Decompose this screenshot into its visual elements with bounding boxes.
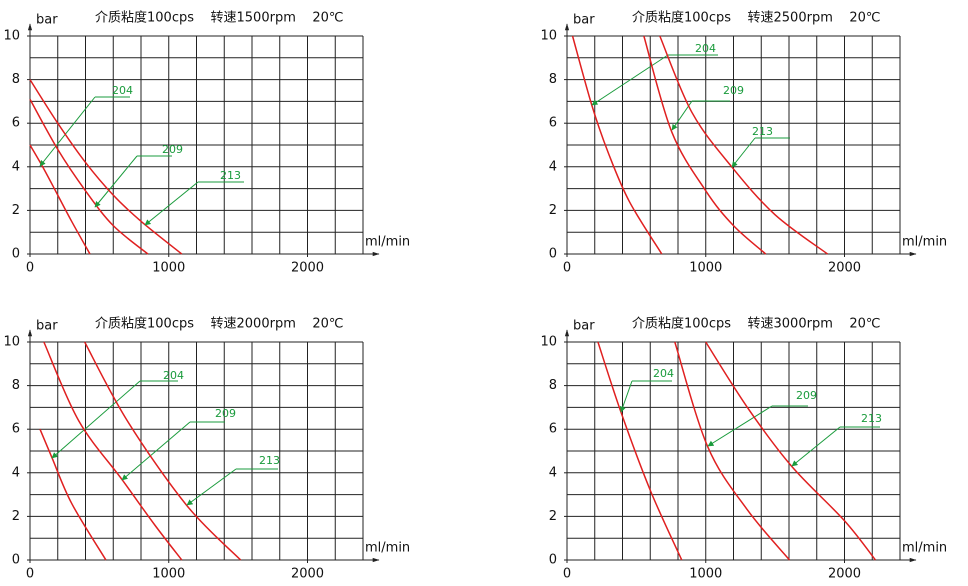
label-leader: [591, 54, 669, 106]
x-axis-label: ml/min: [902, 235, 947, 250]
y-tick-label: 4: [12, 159, 20, 174]
y-tick-label: 0: [549, 247, 557, 262]
series-label: 213: [752, 125, 773, 138]
chart-title: 介质粘度100cps 转速1500rpm 20℃: [95, 10, 344, 26]
y-tick-label: 8: [12, 72, 20, 87]
y-tick-label: 0: [549, 553, 557, 568]
series-label: 209: [215, 407, 236, 420]
curve: [84, 341, 242, 561]
label-leader: [121, 421, 191, 481]
y-tick-label: 0: [12, 247, 20, 262]
x-tick-label: 0: [563, 261, 571, 276]
x-tick-label: 0: [26, 567, 34, 582]
x-tick-label: 1000: [689, 261, 722, 276]
chart-panel: 0 2 4 6 8 10 0 1000 2000 介质粘度100cps 转速2500rpm 20℃…: [540, 10, 947, 276]
series-label: 204: [163, 369, 184, 382]
y-tick-label: 2: [12, 203, 20, 218]
y-tick-label: 0: [12, 553, 20, 568]
x-axis-label: ml/min: [902, 541, 947, 556]
y-tick-label: 8: [549, 378, 557, 393]
curve: [39, 428, 107, 561]
label-leader: [731, 137, 756, 168]
x-tick-label: 2000: [291, 567, 324, 582]
chart-title: 介质粘度100cps 转速2000rpm 20℃: [95, 316, 344, 332]
curve: [29, 79, 183, 255]
series-label: 204: [653, 367, 674, 380]
y-axis-label: bar: [36, 13, 58, 28]
y-tick-label: 10: [540, 29, 557, 44]
y-axis-label: bar: [573, 13, 595, 28]
curve: [29, 98, 149, 255]
y-tick-label: 10: [540, 335, 557, 350]
chart-title: 介质粘度100cps 转速3000rpm 20℃: [632, 316, 881, 332]
y-tick-label: 2: [549, 509, 557, 524]
y-tick-label: 4: [12, 465, 20, 480]
curve: [43, 341, 183, 561]
chart-panel: 0 2 4 6 8 10 0 1000 2000 介质粘度100cps 转速2000rpm 20℃…: [3, 316, 410, 582]
x-axis-label: ml/min: [365, 235, 410, 250]
curve: [643, 35, 767, 255]
x-tick-label: 2000: [828, 261, 861, 276]
label-leader: [186, 468, 237, 506]
series-label: 213: [220, 169, 241, 182]
curve: [29, 144, 91, 255]
series-label: 213: [861, 412, 882, 425]
label-leader: [94, 155, 138, 208]
label-leader: [791, 426, 841, 467]
y-axis-label: bar: [36, 319, 58, 334]
series-label: 213: [259, 454, 280, 467]
y-tick-label: 2: [549, 203, 557, 218]
x-tick-label: 1000: [152, 567, 185, 582]
x-tick-label: 1000: [689, 567, 722, 582]
series-label: 209: [162, 143, 183, 156]
label-leader: [51, 380, 141, 459]
curve: [597, 341, 683, 561]
curve: [674, 341, 791, 561]
x-tick-label: 0: [26, 261, 34, 276]
y-tick-label: 6: [12, 116, 20, 131]
x-tick-label: 2000: [291, 261, 324, 276]
label-leader: [619, 380, 633, 413]
y-tick-label: 4: [549, 159, 557, 174]
x-tick-label: 0: [563, 567, 571, 582]
chart-panel: 0 2 4 6 8 10 0 1000 2000 介质粘度100cps 转速1500rpm 20℃…: [3, 10, 410, 276]
x-axis-label: ml/min: [365, 541, 410, 556]
x-tick-label: 2000: [828, 567, 861, 582]
series-label: 209: [796, 389, 817, 402]
y-tick-label: 8: [549, 72, 557, 87]
y-axis-label: bar: [573, 319, 595, 334]
y-tick-label: 10: [3, 29, 20, 44]
y-tick-label: 6: [549, 422, 557, 437]
y-tick-label: 8: [12, 378, 20, 393]
y-tick-label: 10: [3, 335, 20, 350]
x-tick-label: 1000: [152, 261, 185, 276]
label-leader: [144, 181, 199, 226]
series-label: 209: [723, 84, 744, 97]
chart-panel: 0 2 4 6 8 10 0 1000 2000 介质粘度100cps 转速3000rpm 20℃…: [540, 316, 947, 582]
series-label: 204: [112, 84, 133, 97]
y-tick-label: 4: [549, 465, 557, 480]
y-tick-label: 6: [549, 116, 557, 131]
label-leader: [707, 405, 773, 447]
series-label: 204: [695, 42, 716, 55]
label-leader: [39, 96, 96, 167]
y-tick-label: 2: [12, 509, 20, 524]
curve: [571, 35, 663, 255]
y-tick-label: 6: [12, 422, 20, 437]
chart-title: 介质粘度100cps 转速2500rpm 20℃: [632, 10, 881, 26]
